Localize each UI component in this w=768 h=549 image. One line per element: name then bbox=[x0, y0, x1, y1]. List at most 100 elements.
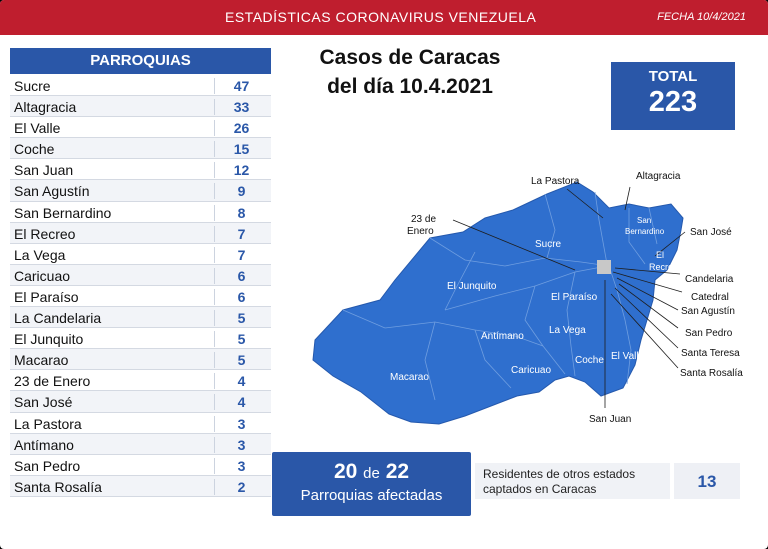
parroquia-cases: 33 bbox=[214, 99, 268, 116]
parroquia-cases: 8 bbox=[214, 204, 268, 221]
parroquia-cases: 6 bbox=[214, 267, 268, 284]
parroquia-cases: 15 bbox=[214, 141, 268, 158]
map-labels: La Pastora Altagracia 23 de Enero San Be… bbox=[390, 171, 743, 425]
label-caricuao: Caricuao bbox=[511, 365, 551, 376]
table-row: 23 de Enero 4 bbox=[10, 370, 271, 392]
parroquia-name: Caricuao bbox=[14, 267, 71, 284]
header-date: FECHA 10/4/2021 bbox=[657, 11, 746, 23]
parroquia-name: San Agustín bbox=[14, 183, 90, 200]
parroquias-table: Sucre 47 Altagracia 33 El Valle 26 Coche 15 San … bbox=[10, 75, 271, 497]
label-san-jose: San José bbox=[690, 227, 732, 238]
label-el-paraiso: El Paraíso bbox=[551, 292, 598, 303]
table-row: San Juan 12 bbox=[10, 159, 271, 181]
parroquia-cases: 3 bbox=[214, 415, 268, 432]
parroquia-name: Altagracia bbox=[14, 99, 77, 116]
header-bar: ESTADÍSTICAS CORONAVIRUS VENEZUELA FECHA… bbox=[0, 0, 768, 35]
table-row: Macarao 5 bbox=[10, 349, 271, 371]
parish-borders bbox=[342, 191, 658, 401]
total-value: 223 bbox=[648, 86, 698, 118]
table-row: El Paraíso 6 bbox=[10, 285, 271, 308]
affected-count-line: 20 de 22 bbox=[272, 460, 471, 484]
parroquia-name: San Juan bbox=[14, 162, 74, 179]
page-title: Casos de Caracas del día 10.4.2021 bbox=[310, 43, 510, 101]
label-san-bernardino-line1: San bbox=[637, 216, 651, 225]
affected-count: 20 bbox=[333, 460, 358, 483]
label-23-enero-line1: 23 de bbox=[411, 214, 436, 225]
label-san-agustin: San Agustín bbox=[681, 306, 735, 317]
parroquia-cases: 3 bbox=[214, 436, 268, 453]
parroquia-name: La Candelaria bbox=[14, 310, 102, 327]
label-sucre: Sucre bbox=[535, 239, 562, 250]
label-el-recreo-line2: Recreo bbox=[649, 262, 678, 272]
parroquia-name: San José bbox=[14, 394, 73, 411]
label-coche: Coche bbox=[575, 355, 604, 366]
parroquia-name: El Valle bbox=[14, 120, 61, 137]
label-santa-teresa: Santa Teresa bbox=[681, 348, 740, 359]
total-box: TOTAL 223 bbox=[611, 62, 735, 130]
parroquia-name: El Recreo bbox=[14, 225, 76, 242]
affected-box: 20 de 22 Parroquias afectadas bbox=[272, 452, 471, 516]
title-line1: Casos de Caracas bbox=[319, 46, 501, 69]
parroquia-cases: 5 bbox=[214, 310, 268, 327]
total-label: TOTAL bbox=[648, 68, 698, 85]
label-la-pastora: La Pastora bbox=[531, 176, 580, 187]
table-row: Antímano 3 bbox=[10, 433, 271, 455]
table-row: San Bernardino 8 bbox=[10, 201, 271, 223]
parroquia-cases: 6 bbox=[214, 288, 268, 305]
leader-lines bbox=[452, 186, 686, 408]
parroquias-heading: PARROQUIAS bbox=[10, 48, 271, 74]
parroquia-name: El Paraíso bbox=[14, 288, 79, 305]
label-san-juan: San Juan bbox=[589, 414, 631, 425]
affected-label: Parroquias afectadas bbox=[300, 487, 443, 504]
table-row: San José 4 bbox=[10, 391, 271, 413]
parroquia-cases: 7 bbox=[214, 246, 268, 263]
label-san-bernardino-line2: Bernardino bbox=[625, 227, 665, 236]
table-row: El Recreo 7 bbox=[10, 222, 271, 244]
map-shape bbox=[312, 181, 684, 425]
label-candelaria: Candelaria bbox=[685, 274, 734, 285]
table-row: San Pedro 3 bbox=[10, 454, 271, 476]
residents-text-line2: captados en Caracas bbox=[483, 482, 597, 496]
table-row: El Junquito 5 bbox=[10, 328, 271, 350]
parroquia-cases: 4 bbox=[214, 373, 268, 390]
table-row: La Vega 7 bbox=[10, 243, 271, 265]
parroquia-name: La Vega bbox=[14, 246, 66, 263]
table-row: Santa Rosalía 2 bbox=[10, 475, 271, 497]
table-row: La Candelaria 5 bbox=[10, 307, 271, 329]
parroquia-name: San Bernardino bbox=[14, 204, 112, 221]
residents-box: Residentes de otros estados captados en … bbox=[475, 463, 670, 499]
parroquia-name: San Pedro bbox=[14, 457, 81, 474]
parroquia-name: 23 de Enero bbox=[14, 373, 91, 390]
parroquia-name: Sucre bbox=[14, 78, 51, 94]
title-line2: del día 10.4.2021 bbox=[327, 75, 493, 98]
label-santa-rosalia: Santa Rosalía bbox=[680, 368, 743, 379]
affected-total: 22 bbox=[385, 460, 410, 483]
parroquia-name: Antímano bbox=[14, 436, 74, 453]
parroquia-cases: 26 bbox=[214, 120, 268, 137]
header-title: ESTADÍSTICAS CORONAVIRUS VENEZUELA bbox=[225, 9, 537, 25]
label-antimano: Antímano bbox=[481, 331, 524, 342]
parroquia-name: Coche bbox=[14, 141, 55, 158]
label-el-recreo-line1: El bbox=[656, 250, 664, 260]
label-catedral: Catedral bbox=[691, 292, 729, 303]
label-23-enero-line2: Enero bbox=[407, 226, 434, 237]
residents-value-box: 13 bbox=[674, 463, 740, 499]
table-row: Caricuao 6 bbox=[10, 264, 271, 286]
parroquia-cases: 2 bbox=[214, 478, 268, 495]
label-el-valle: El Valle bbox=[611, 351, 645, 362]
affected-connector: de bbox=[363, 465, 380, 482]
parroquia-cases: 7 bbox=[214, 225, 268, 242]
parroquia-cases: 5 bbox=[214, 331, 268, 348]
table-row: Coche 15 bbox=[10, 138, 271, 160]
residents-text-line1: Residentes de otros estados bbox=[483, 467, 636, 481]
parroquia-name: Macarao bbox=[14, 352, 69, 369]
table-row: San Agustín 9 bbox=[10, 180, 271, 202]
table-row: El Valle 26 bbox=[10, 117, 271, 139]
table-row: Altagracia 33 bbox=[10, 96, 271, 118]
caracas-map: La Pastora Altagracia 23 de Enero San Be… bbox=[312, 171, 743, 425]
parroquia-name: Santa Rosalía bbox=[14, 478, 102, 495]
parroquia-cases: 9 bbox=[214, 183, 268, 200]
label-la-vega: La Vega bbox=[549, 325, 586, 336]
parroquia-cases: 4 bbox=[214, 394, 268, 411]
residents-text: Residentes de otros estados captados en … bbox=[483, 467, 635, 497]
